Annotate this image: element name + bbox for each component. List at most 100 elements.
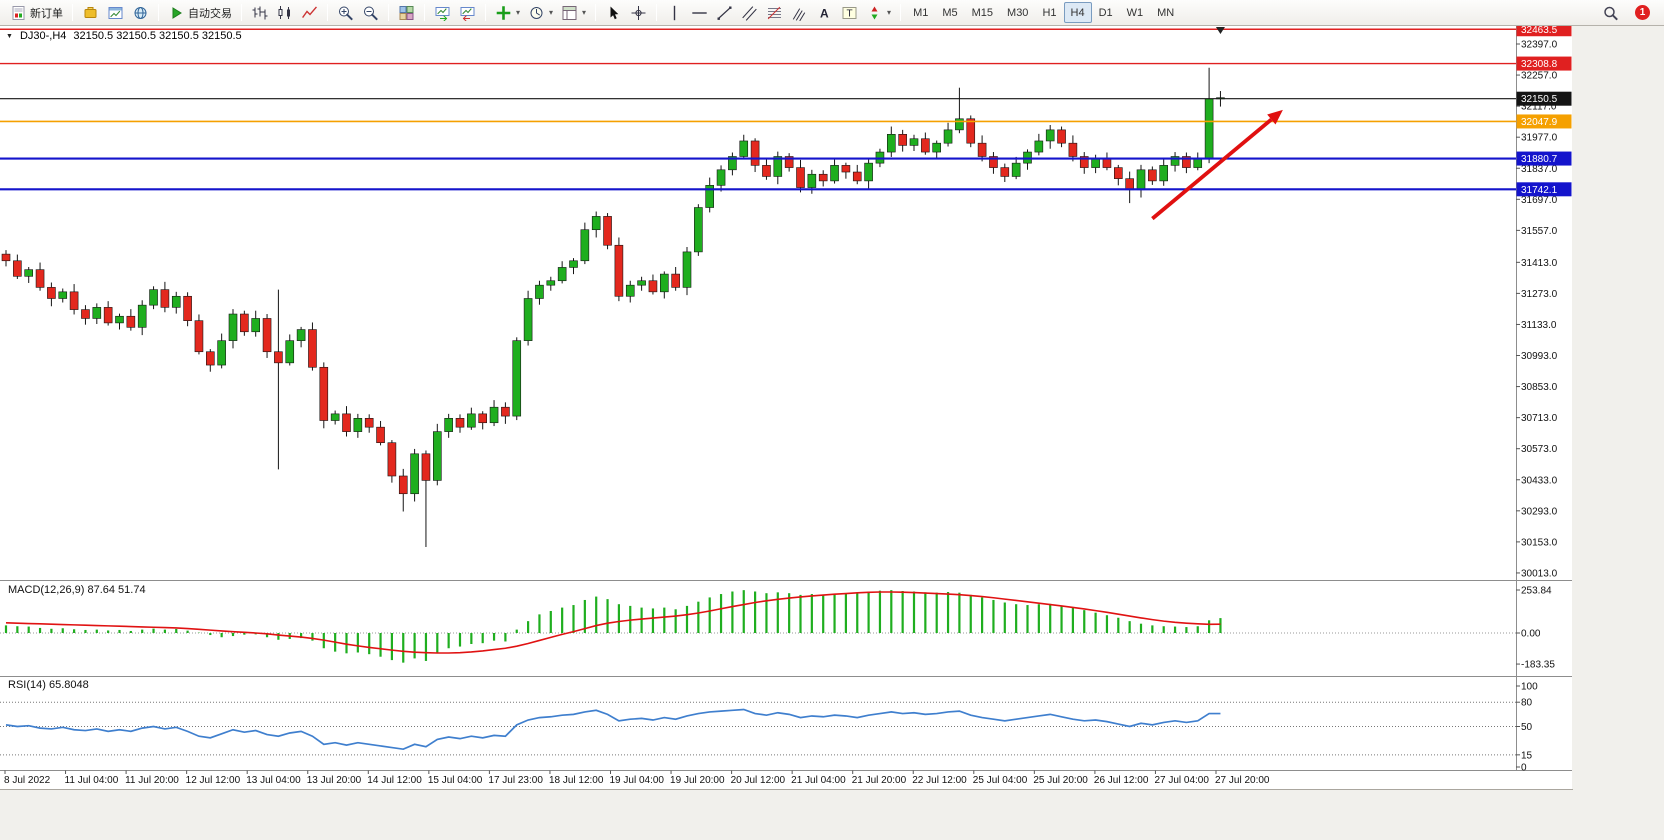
candle (671, 273, 680, 288)
timeframe-m1-button[interactable]: M1 (913, 6, 929, 19)
main-toolbar: 新订单 自动交易 ▾ ▾ ▾ A T ▾ M1 M5 M15 M30 H1 H4 D1 W1 MN 1 (0, 0, 1664, 26)
autotrading-button-label: 自动交易 (188, 7, 232, 20)
candle (274, 351, 283, 364)
candle (659, 273, 669, 293)
cursor-tool-button[interactable] (601, 2, 626, 23)
time-axis-label: 27 Jul 04:00 (1154, 775, 1209, 786)
price-axis-label: 30153.0 (1521, 537, 1558, 548)
horizontal-line-button[interactable] (687, 2, 712, 23)
candle (1148, 169, 1157, 182)
draw-group: A T ▾ (660, 2, 897, 23)
candle (171, 295, 181, 308)
trendline-button[interactable] (712, 2, 737, 23)
chart-type-group (245, 2, 324, 23)
macd-axis-label: 0.00 (1521, 629, 1541, 640)
rsi-axis-label: 50 (1521, 722, 1533, 733)
timeframe-h1-button[interactable]: H1 (1042, 6, 1057, 19)
candle (796, 167, 805, 188)
pointer-group (599, 2, 653, 23)
timeframe-d1-button[interactable]: D1 (1098, 6, 1113, 19)
annotation-arrow[interactable] (1151, 109, 1283, 221)
candle (251, 318, 260, 333)
zoom-in-icon (339, 6, 353, 20)
candle (24, 269, 34, 277)
new-order-button-label: 新订单 (30, 7, 63, 20)
price-badge-32308.8: 32308.8 (1516, 56, 1572, 71)
candle (103, 307, 113, 324)
candle (1000, 167, 1010, 177)
price-axis-label: 31837.0 (1521, 164, 1558, 175)
candle (58, 291, 68, 299)
text-button[interactable]: A (812, 2, 837, 23)
time-axis-label: 11 Jul 04:00 (65, 775, 119, 786)
pitchfork-button[interactable] (787, 2, 812, 23)
candle (921, 138, 930, 153)
line-chart-button[interactable] (297, 2, 322, 23)
zoom-out-button[interactable] (358, 2, 383, 23)
chart-shift-marker[interactable] (1215, 27, 1225, 34)
candle (898, 134, 907, 146)
timeframe-m30-button[interactable]: M30 (1007, 6, 1029, 19)
chart-background (0, 26, 1572, 789)
notification-badge[interactable]: 1 (1635, 5, 1650, 20)
candle (580, 229, 590, 262)
indicators-button[interactable]: ▾ (491, 2, 524, 23)
fibonacci-button[interactable] (762, 2, 787, 23)
candle (694, 207, 703, 253)
candle (240, 313, 249, 333)
windows-group (392, 2, 421, 23)
candle (353, 418, 363, 432)
zoom-in-button[interactable] (333, 2, 358, 23)
channel-icon (742, 5, 757, 21)
macd-axis-label: -183.35 (1521, 660, 1555, 671)
candle (886, 134, 896, 153)
bars-icon (252, 6, 268, 19)
rsi-axis-label: 0 (1521, 763, 1527, 774)
templates-button[interactable]: ▾ (557, 2, 590, 23)
candle (1204, 98, 1214, 160)
text-label-button[interactable]: T (837, 2, 862, 23)
candle (1159, 165, 1168, 182)
vertical-line-button[interactable] (662, 2, 687, 23)
timeframe-h4-button[interactable]: H4 (1063, 2, 1092, 23)
bar-chart-button[interactable] (247, 2, 272, 23)
candle (319, 366, 329, 421)
candle (69, 291, 79, 310)
timeframe-m15-button[interactable]: M15 (971, 6, 994, 19)
toolbar-right: 1 (1598, 2, 1660, 23)
tile-windows-button[interactable] (394, 2, 419, 23)
new-order-button[interactable]: 新订单 (6, 2, 67, 23)
time-axis-label: 15 Jul 04:00 (428, 775, 483, 786)
candle (841, 165, 851, 173)
timeframe-m5-button[interactable]: M5 (942, 6, 958, 19)
periods-button[interactable]: ▾ (524, 2, 557, 23)
price-axis-label: 30713.0 (1521, 413, 1558, 424)
autotrading-button[interactable]: 自动交易 (164, 2, 236, 23)
price-axis-label: 32397.0 (1521, 40, 1558, 51)
timeframe-mn-button[interactable]: MN (1157, 6, 1175, 19)
globe-icon (134, 6, 147, 19)
candle (296, 329, 306, 341)
search-button[interactable] (1598, 2, 1623, 23)
text-a-icon: A (820, 6, 829, 20)
time-axis-label: 27 Jul 20:00 (1215, 775, 1270, 786)
candle (364, 418, 374, 428)
arrows-button[interactable]: ▾ (862, 2, 895, 23)
charts-button[interactable] (103, 2, 128, 23)
channel-button[interactable] (737, 2, 762, 23)
strategy-tester-button[interactable] (128, 2, 153, 23)
macd-signal-line (5, 591, 1221, 654)
metaeditor-button[interactable] (78, 2, 103, 23)
toolbar-separator (485, 4, 486, 21)
price-badge-31742.1: 31742.1 (1516, 182, 1572, 197)
svg-text:32047.9: 32047.9 (1521, 117, 1558, 128)
crosshair-tool-button[interactable] (626, 2, 651, 23)
time-axis-label: 21 Jul 20:00 (852, 775, 907, 786)
candlestick-chart-button[interactable] (272, 2, 297, 23)
candle (1125, 178, 1134, 191)
svg-text:32308.8: 32308.8 (1521, 59, 1558, 70)
chart-shift-button[interactable] (455, 2, 480, 23)
pitchfork-icon (792, 7, 806, 21)
auto-scroll-button[interactable] (430, 2, 455, 23)
timeframe-w1-button[interactable]: W1 (1126, 6, 1144, 19)
